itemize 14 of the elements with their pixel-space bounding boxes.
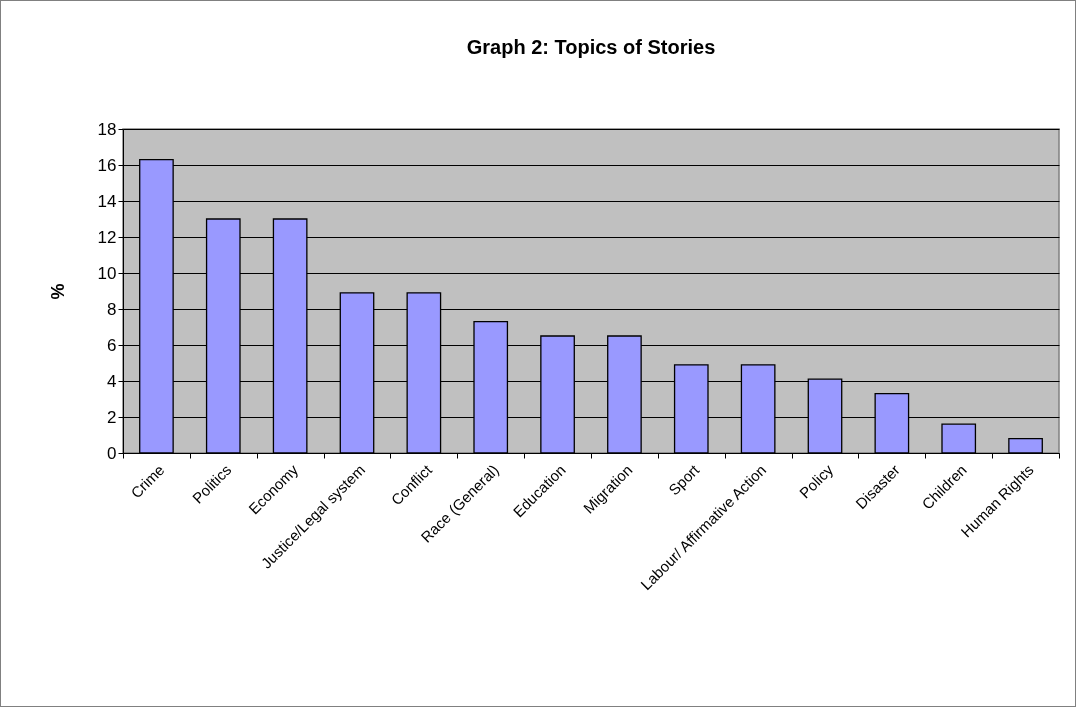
y-tick-label: 18: [97, 119, 117, 139]
y-axis-title: %: [47, 283, 68, 300]
y-tick-label: 4: [107, 371, 117, 391]
y-tick-label: 0: [107, 443, 117, 463]
y-tick-label: 8: [107, 299, 117, 319]
y-tick-label: 2: [107, 407, 117, 427]
bar: [1008, 437, 1043, 454]
y-tick-label: 14: [97, 191, 117, 211]
bar: [941, 423, 977, 454]
chart-title: Graph 2: Topics of Stories: [466, 36, 716, 58]
y-tick-label: 12: [97, 227, 117, 247]
y-tick-label: 10: [97, 263, 117, 283]
y-tick-label: 16: [97, 155, 117, 175]
y-tick-label: 6: [107, 335, 117, 355]
